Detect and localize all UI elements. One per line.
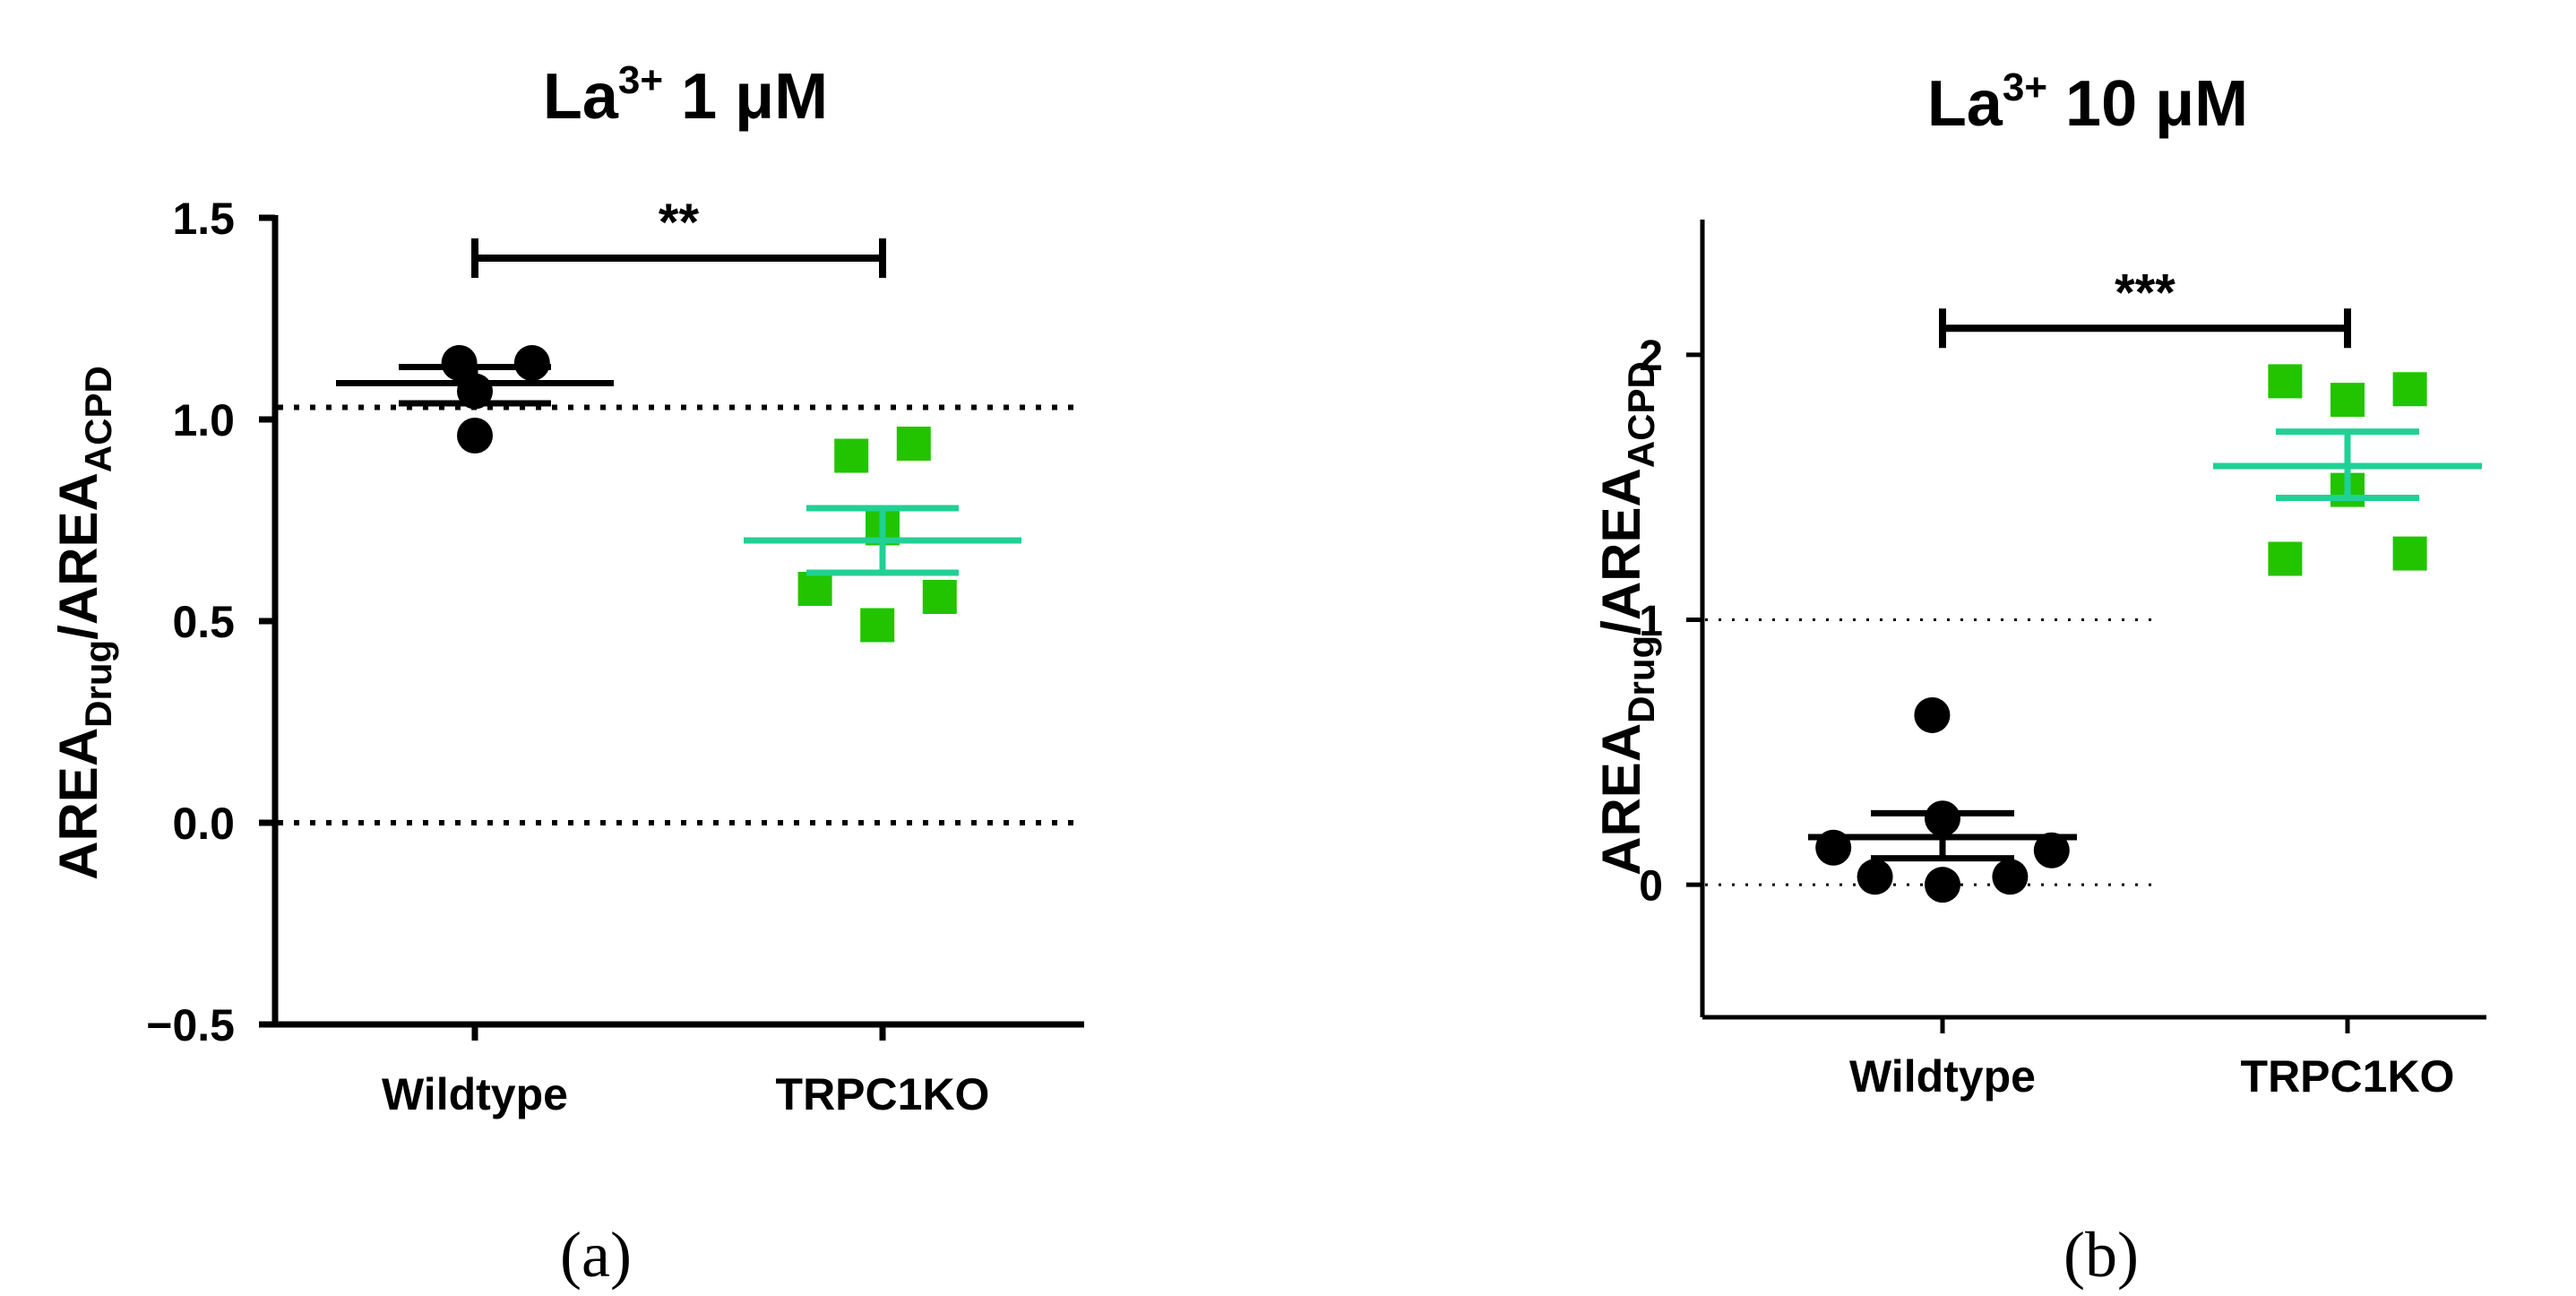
panel-a-y-tick-label: 1.5: [172, 194, 235, 244]
panel-b-y-tick-label: 2: [1639, 333, 1663, 380]
panel-a-data-point: [922, 580, 957, 614]
panel-b-significance-label: ***: [2115, 264, 2175, 322]
panel-a-data-point: [797, 572, 832, 606]
panel-b-data-point: [2033, 832, 2070, 868]
panel-b-title: La3+ 10 μM: [1927, 65, 2248, 140]
panel-b-data-point: [2268, 541, 2303, 576]
panel-b-data-point: [2392, 372, 2427, 407]
panel-a-data-point: [860, 608, 895, 643]
panel-a-plot-area: −0.5 0.0 0.5 1.0 1.5 Wildtype TRPC1KO **: [146, 194, 1084, 1119]
panel-a-data-point: [834, 438, 869, 473]
panel-b-data-point: [1992, 859, 2029, 895]
panel-a-data-point: [441, 345, 478, 381]
panel-a-data-point: [513, 345, 550, 381]
panel-b-plot-area: 0 1 2 Wildtype TRPC1KO ***: [1639, 220, 2486, 1102]
panel-a-y-tick-label: −0.5: [146, 1000, 235, 1050]
panel-b-label: (b): [2063, 1219, 2139, 1291]
panel-a-title: La3+ 1 μM: [543, 58, 828, 133]
panel-b-x-tick-label: TRPC1KO: [2241, 1051, 2455, 1102]
panel-b-y-tick-label: 0: [1639, 862, 1663, 910]
panel-b-data-point: [2268, 364, 2303, 399]
panel-a-significance-label: **: [659, 194, 700, 252]
panel-b-data-point: [1914, 696, 1951, 733]
panel-a-x-tick-label: Wildtype: [382, 1069, 568, 1119]
panel-b-data-point: [1857, 859, 1893, 895]
panel-b-y-tick-label: 1: [1639, 598, 1663, 645]
panel-b-data-point: [2392, 536, 2427, 571]
panel-b-data-point: [2330, 383, 2365, 418]
panel-a-y-tick-label: 1.0: [172, 395, 235, 445]
panel-a-y-tick-label: 0.5: [172, 597, 235, 647]
panel-a: La3+ 1 μM AREADrug/AREAACPD −0.5 0.0 0.5 1.…: [48, 58, 1084, 1291]
panel-a-y-axis-label: AREADrug/AREAACPD: [48, 366, 119, 880]
panel-b-y-axis-label: AREADrug/AREAACPD: [1591, 361, 1662, 876]
panel-a-data-point: [457, 418, 493, 454]
panel-b-x-tick-label: Wildtype: [1849, 1051, 2036, 1102]
panel-a-x-tick-label: TRPC1KO: [776, 1069, 990, 1119]
panel-b: La3+ 10 μM AREADrug/AREAACPD 0 1 2 Wildtype…: [1591, 65, 2486, 1291]
panel-a-y-tick-label: 0.0: [172, 799, 235, 849]
panel-b-data-point: [1925, 867, 1960, 903]
panel-a-data-point: [896, 427, 931, 461]
panel-a-label: (a): [560, 1219, 632, 1291]
